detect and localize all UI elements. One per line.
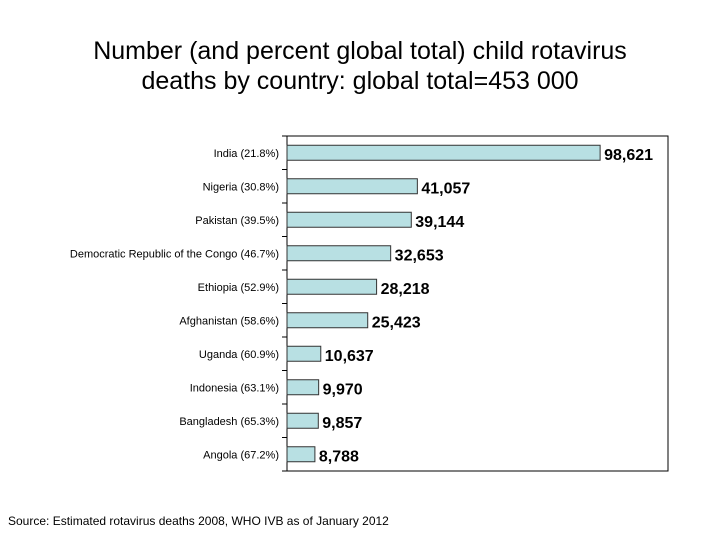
bar — [286, 379, 320, 396]
bar — [286, 144, 601, 161]
bar — [286, 245, 392, 262]
bar — [286, 446, 316, 463]
data-label: 9,857 — [322, 415, 362, 432]
chart-title: Number (and percent global total) child … — [0, 36, 720, 96]
category-label: Indonesia (63.1%) — [190, 382, 279, 394]
data-label: 28,218 — [381, 281, 430, 298]
data-label: 32,653 — [395, 247, 444, 264]
category-label: Democratic Republic of the Congo (46.7%) — [70, 248, 279, 260]
data-label: 25,423 — [372, 314, 421, 331]
category-label: Nigeria (30.8%) — [203, 181, 279, 193]
category-label: Angola (67.2%) — [203, 449, 279, 461]
chart-title-line-1: Number (and percent global total) child … — [93, 37, 627, 65]
data-label: 9,970 — [323, 381, 363, 398]
data-label: 41,057 — [421, 180, 470, 197]
category-label: Bangladesh (65.3%) — [179, 416, 279, 428]
category-label: Ethiopia (52.9%) — [198, 282, 279, 294]
bar — [286, 412, 319, 429]
chart-title-line-2: deaths by country: global total=453 000 — [141, 67, 579, 95]
bar — [286, 211, 412, 228]
category-label: Uganda (60.9%) — [199, 349, 279, 361]
category-label: Afghanistan (58.6%) — [179, 315, 279, 327]
data-label: 10,637 — [325, 348, 374, 365]
data-label: 8,788 — [319, 448, 359, 465]
source-note: Source: Estimated rotavirus deaths 2008,… — [8, 514, 389, 528]
data-label: 39,144 — [415, 214, 464, 231]
category-label: Pakistan (39.5%) — [195, 215, 279, 227]
bar — [286, 178, 418, 195]
category-label: India (21.8%) — [214, 148, 279, 160]
data-label: 98,621 — [604, 147, 653, 164]
bar — [286, 278, 378, 295]
bar — [286, 312, 369, 329]
bar — [286, 345, 322, 362]
